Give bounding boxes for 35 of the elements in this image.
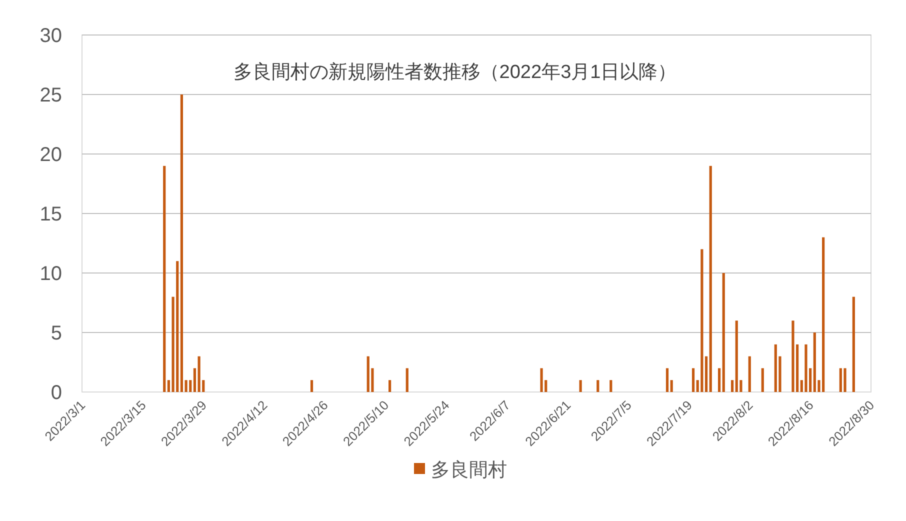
- bar: [718, 368, 721, 392]
- bar: [722, 273, 725, 392]
- y-tick-label: 30: [40, 25, 62, 47]
- bar: [748, 356, 751, 392]
- bar: [844, 368, 846, 392]
- bar: [406, 368, 408, 392]
- y-tick-label: 0: [50, 382, 62, 404]
- y-tick-label: 10: [40, 263, 62, 285]
- bar: [735, 320, 738, 392]
- y-tick-label: 25: [40, 84, 62, 106]
- bar: [163, 166, 166, 392]
- legend-label: 多良間村: [431, 459, 507, 481]
- bar: [761, 368, 764, 392]
- bar: [610, 380, 612, 392]
- bar: [198, 356, 200, 392]
- bar: [692, 368, 695, 392]
- bar: [388, 380, 392, 392]
- bar: [709, 166, 712, 392]
- text: 多良間村の新規陽性者数推移（2022年3月1日以降）: [233, 61, 677, 83]
- bar: [804, 344, 808, 392]
- y-tick-label: 20: [40, 144, 62, 166]
- bar: [596, 380, 600, 392]
- bar: [666, 368, 669, 392]
- bar: [180, 94, 184, 392]
- bar: [579, 380, 582, 392]
- bar: [852, 296, 855, 392]
- bar: [704, 356, 708, 392]
- bar: [700, 249, 704, 392]
- bar: [730, 380, 734, 392]
- bar: [540, 368, 543, 392]
- y-tick-label: 5: [50, 322, 62, 344]
- bar: [792, 320, 794, 392]
- bar: [670, 380, 673, 392]
- y-tick-label: 15: [40, 204, 62, 226]
- bar: [310, 380, 314, 392]
